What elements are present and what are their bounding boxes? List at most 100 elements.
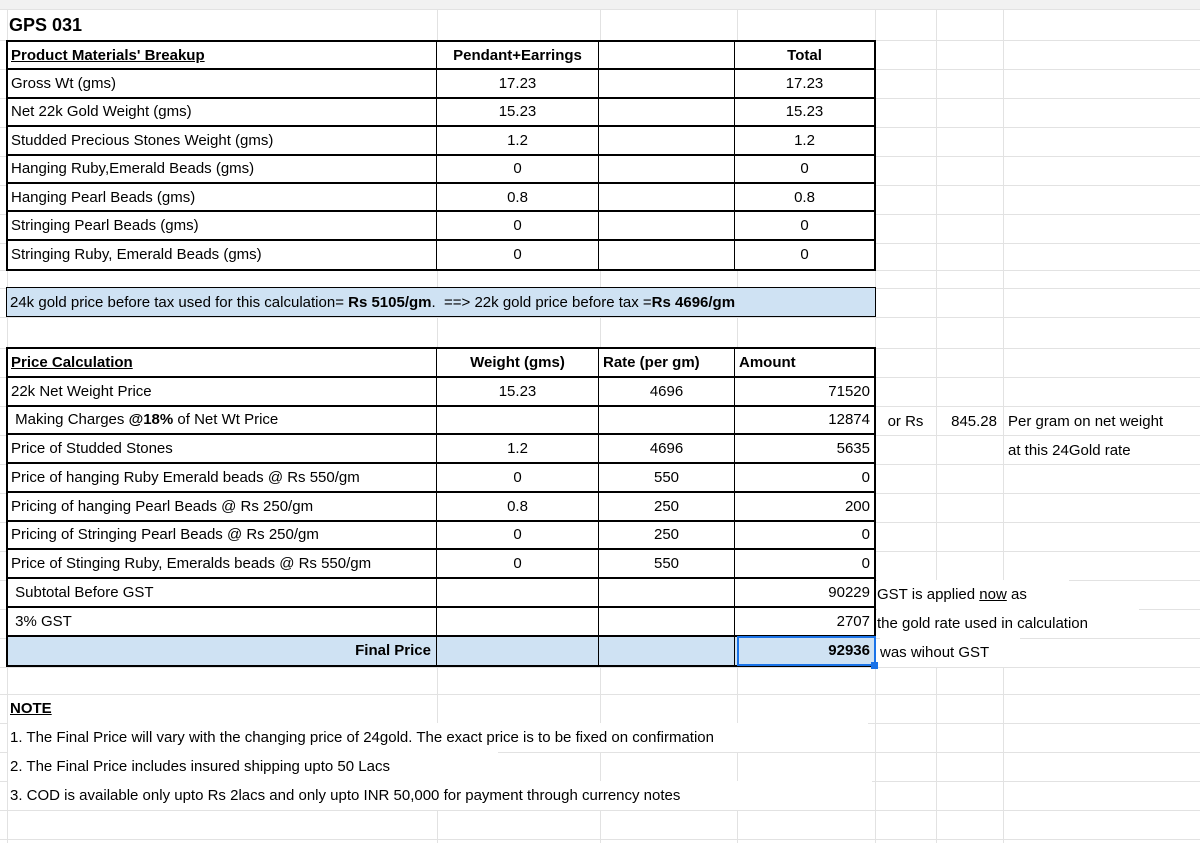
cell-weight[interactable]: 0 [437,521,599,549]
cell-label[interactable]: 22k Net Weight Price [8,377,437,405]
cell-total[interactable]: 0.8 [794,188,815,206]
price-table: Price Calculation Weight (gms) Rate (per… [6,347,876,668]
price-header-weight[interactable]: Weight (gms) [437,349,599,376]
cell-label[interactable]: 3% GST [8,607,437,635]
price-header-row: Price Calculation Weight (gms) Rate (per… [8,349,874,378]
cell-total[interactable]: 0 [800,217,809,235]
cell-weight[interactable] [437,636,599,666]
cell-blank[interactable] [599,98,735,126]
table-row: Price of hanging Ruby Emerald beads @ Rs… [8,464,874,493]
note-item-2-cell[interactable]: 2. The Final Price includes insured ship… [8,752,498,781]
note-item-3-cell[interactable]: 3. COD is available only upto Rs 2lacs a… [8,781,872,810]
cell-blank[interactable] [599,240,735,270]
cell-blank[interactable] [599,70,735,97]
cell-blank[interactable] [599,212,735,239]
cell-amount[interactable]: 71520 [828,382,870,400]
cell-label[interactable]: Pricing of hanging Pearl Beads @ Rs 250/… [8,492,437,520]
cell-pendant[interactable]: 17.23 [437,70,599,97]
cell-total[interactable]: 1.2 [794,131,815,149]
cell-rate[interactable]: 4696 [599,377,735,405]
at-rate-text-cell[interactable]: at this 24Gold rate [1008,442,1131,459]
cell-pendant[interactable]: 0.8 [437,183,599,211]
note-heading-cell[interactable]: NOTE [10,700,52,717]
cell-blank[interactable] [599,183,735,211]
price-header-amount[interactable]: Amount [739,353,796,371]
cell-total[interactable]: 15.23 [785,103,824,121]
cell-label[interactable]: Price of hanging Ruby Emerald beads @ Rs… [8,464,437,491]
cell-weight[interactable]: 0 [437,464,599,491]
cell-rate[interactable] [599,579,735,606]
cell-pendant[interactable]: 15.23 [437,98,599,126]
cell-pendant[interactable]: 0 [437,155,599,182]
cell-total[interactable]: 17.23 [785,75,824,93]
gridline-horizontal [0,810,1200,811]
cell-total[interactable]: 0 [800,246,809,264]
label-text: of Net Wt Price [173,411,279,429]
note-item-1-cell[interactable]: 1. The Final Price will vary with the ch… [8,723,868,752]
cell-amount[interactable]: 0 [861,468,870,486]
cell-amount[interactable]: 5635 [836,440,870,458]
table-row: Net 22k Gold Weight (gms) 15.23 15.23 [8,98,874,128]
cell-rate[interactable]: 250 [599,492,735,520]
cell-rate[interactable] [599,636,735,666]
cell-amount[interactable]: 0 [861,526,870,544]
sheet-title-cell[interactable]: GPS 031 [9,15,83,35]
cell-amount[interactable]: 200 [844,497,870,515]
cell-weight[interactable] [437,406,599,434]
cell-label[interactable]: Price of Studded Stones [8,435,437,462]
cell-pendant[interactable]: 0 [437,212,599,239]
cell-label[interactable]: Stringing Pearl Beads (gms) [8,212,437,239]
price-header-rate[interactable]: Rate (per gm) [599,349,735,376]
cell-amount[interactable]: 12874 [828,411,870,429]
materials-header-blank[interactable] [599,42,735,69]
materials-header-label[interactable]: Product Materials' Breakup [8,42,437,69]
or-rs-cell[interactable]: or Rs [887,413,924,430]
materials-header-pendant[interactable]: Pendant+Earrings [437,42,599,69]
gridline-horizontal [0,9,1200,10]
cell-label[interactable]: Hanging Ruby,Emerald Beads (gms) [8,155,437,182]
gst-note-3-cell[interactable]: was wihout GST [880,638,1020,667]
label-text: Making Charges [11,411,129,429]
cell-total[interactable]: 0 [800,160,809,178]
cell-rate[interactable] [599,607,735,635]
cell-rate[interactable]: 550 [599,464,735,491]
price-header-label[interactable]: Price Calculation [8,349,437,376]
cell-label[interactable]: Subtotal Before GST [8,579,437,606]
gold-price-note-cell[interactable]: 24k gold price before tax used for this … [6,287,876,317]
cell-label[interactable]: Making Charges @18% of Net Wt Price [8,406,437,434]
cell-label[interactable]: Pricing of Stringing Pearl Beads @ Rs 25… [8,521,437,549]
cell-label[interactable]: Stringing Ruby, Emerald Beads (gms) [8,240,437,270]
gridline-horizontal [0,839,1200,840]
final-price-amount[interactable]: 92936 [828,642,870,660]
cell-weight[interactable]: 15.23 [437,377,599,405]
per-gram-text-cell[interactable]: Per gram on net weight [1008,413,1164,430]
final-price-label[interactable]: Final Price [8,636,437,666]
cell-weight[interactable]: 1.2 [437,435,599,462]
per-gram-value-cell[interactable]: 845.28 [951,413,997,430]
fill-handle[interactable] [871,662,878,669]
cell-label[interactable]: Price of Stinging Ruby, Emeralds beads @… [8,550,437,577]
table-row: Hanging Ruby,Emerald Beads (gms) 0 0 [8,155,874,184]
gst-note-1-cell[interactable]: GST is applied now as [877,580,1069,609]
cell-rate[interactable]: 250 [599,521,735,549]
gst-note-2-cell[interactable]: the gold rate used in calculation [877,609,1139,638]
cell-amount[interactable]: 0 [861,555,870,573]
cell-label[interactable]: Hanging Pearl Beads (gms) [8,183,437,211]
cell-amount[interactable]: 2707 [836,612,870,630]
cell-pendant[interactable]: 0 [437,240,599,270]
cell-weight[interactable] [437,579,599,606]
cell-amount[interactable]: 90229 [828,583,870,601]
materials-header-total[interactable]: Total [787,46,822,64]
cell-label[interactable]: Studded Precious Stones Weight (gms) [8,127,437,154]
cell-blank[interactable] [599,155,735,182]
cell-label[interactable]: Net 22k Gold Weight (gms) [8,98,437,126]
cell-label[interactable]: Gross Wt (gms) [8,70,437,97]
cell-pendant[interactable]: 1.2 [437,127,599,154]
cell-weight[interactable]: 0.8 [437,492,599,520]
cell-weight[interactable]: 0 [437,550,599,577]
cell-rate[interactable] [599,406,735,434]
cell-rate[interactable]: 4696 [599,435,735,462]
cell-weight[interactable] [437,607,599,635]
cell-blank[interactable] [599,127,735,154]
cell-rate[interactable]: 550 [599,550,735,577]
